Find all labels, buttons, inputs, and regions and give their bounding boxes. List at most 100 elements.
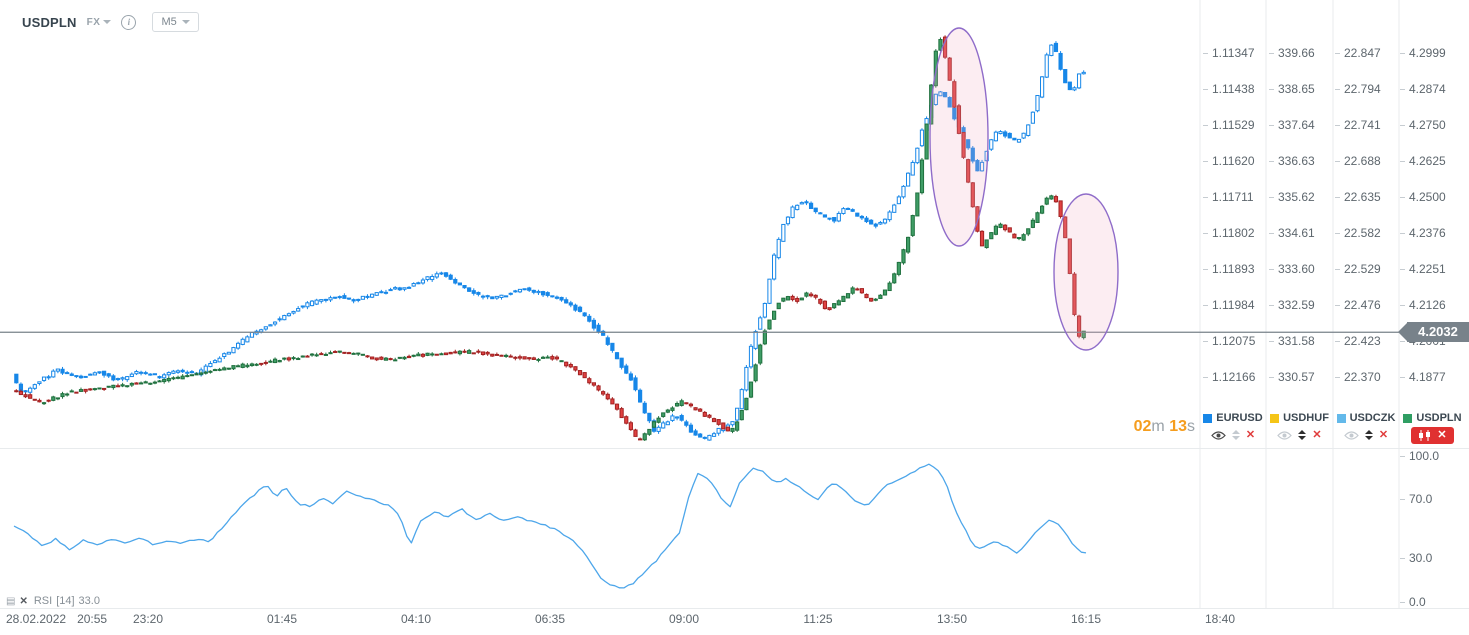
price-tick-usdczk: 22.423 [1335, 334, 1381, 348]
price-tick-eurusd: 1.11438 [1203, 82, 1255, 96]
price-tick-usdczk: 22.370 [1335, 370, 1381, 384]
price-tick-usdhuf: 334.61 [1269, 226, 1315, 240]
axis-date: 28.02.2022 [6, 612, 67, 626]
market-label: FX [86, 16, 101, 28]
legend-item-usdczk: USDCZK ✕ [1333, 411, 1399, 443]
timer-minutes: 02 [1133, 418, 1152, 435]
info-icon[interactable]: i [121, 14, 137, 30]
time-label: 09:00 [668, 612, 700, 626]
rsi-tick: 0.0 [1400, 595, 1426, 609]
price-tick-usdhuf: 331.58 [1269, 334, 1315, 348]
timer-seconds: 13 [1169, 418, 1187, 435]
price-tick-usdhuf: 330.57 [1269, 370, 1315, 384]
time-label: 13:50 [936, 612, 968, 626]
price-tick-eurusd: 1.11893 [1203, 262, 1255, 276]
price-tick-usdczk: 22.847 [1335, 46, 1381, 60]
active-series-badge: ✕ [1411, 426, 1454, 444]
series-color-swatch [1270, 413, 1280, 423]
rsi-tick: 100.0 [1400, 449, 1439, 463]
market-selector[interactable]: FX [87, 17, 112, 28]
instrument-symbol: USDPLN [22, 14, 77, 30]
series-label: USDCZK [1349, 412, 1396, 424]
indicator-close-icon[interactable]: ✕ [19, 595, 28, 607]
price-tick-eurusd: 1.11347 [1203, 46, 1255, 60]
price-tag-arrow-icon [1398, 322, 1408, 343]
price-tick-usdhuf: 339.66 [1269, 46, 1315, 60]
price-tick-usdhuf: 335.62 [1269, 190, 1315, 204]
price-tick-usdhuf: 336.63 [1269, 154, 1315, 168]
rsi-tick: 70.0 [1400, 492, 1432, 506]
axis-time: 20:55 [77, 612, 108, 626]
remove-series-icon[interactable]: ✕ [1378, 428, 1389, 441]
chevron-down-icon [103, 20, 112, 24]
price-tick-usdhuf: 337.64 [1269, 118, 1315, 132]
indicator-period: [14] [56, 595, 75, 607]
visibility-eye-icon-off[interactable] [1344, 430, 1359, 441]
price-tick-eurusd: 1.11711 [1203, 190, 1254, 204]
scale-up-down-icon[interactable] [1231, 430, 1240, 440]
price-tick-usdpln: 4.2126 [1400, 298, 1446, 312]
price-tick-usdczk: 22.582 [1335, 226, 1381, 240]
price-tick-usdpln: 4.2750 [1400, 118, 1446, 132]
legend-item-usdhuf: USDHUF ✕ [1267, 411, 1333, 443]
instrument-header: USDPLN FX i M5 [22, 12, 199, 32]
price-tick-eurusd: 1.12075 [1203, 334, 1255, 348]
timeframe-selector[interactable]: M5 [152, 12, 199, 32]
visibility-eye-icon-on[interactable] [1211, 430, 1226, 441]
price-tick-eurusd: 1.11620 [1203, 154, 1255, 168]
series-label: USDPLN [1416, 412, 1462, 424]
candlestick-icon [1419, 429, 1431, 441]
indicator-value: 33.0 [78, 595, 100, 607]
remove-series-icon[interactable]: ✕ [1437, 428, 1447, 441]
time-label: 18:40 [1204, 612, 1236, 626]
indicator-name: RSI [33, 595, 53, 607]
indicator-settings-icon[interactable]: ▤ [6, 595, 16, 607]
price-tick-usdhuf: 338.65 [1269, 82, 1315, 96]
chevron-down-icon [181, 20, 190, 24]
indicator-row: ▤ ✕ RSI [14] 33.0 [6, 595, 100, 607]
price-tick-usdczk: 22.794 [1335, 82, 1381, 96]
price-tick-usdhuf: 333.60 [1269, 262, 1315, 276]
price-tick-usdpln: 4.2874 [1400, 82, 1446, 96]
price-tick-usdpln: 4.2376 [1400, 226, 1446, 240]
price-tick-eurusd: 1.11984 [1203, 298, 1255, 312]
time-label: 06:35 [534, 612, 566, 626]
series-label: EURUSD [1216, 412, 1263, 424]
time-axis-first-label: 28.02.2022 20:55 [6, 612, 107, 626]
price-tick-usdczk: 22.529 [1335, 262, 1381, 276]
series-color-swatch [1403, 413, 1413, 423]
price-tick-usdczk: 22.476 [1335, 298, 1381, 312]
price-tick-usdczk: 22.741 [1335, 118, 1381, 132]
current-price-tag: 4.2032 [1398, 322, 1469, 343]
time-label: 23:20 [132, 612, 164, 626]
price-tick-usdpln: 4.2251 [1400, 262, 1446, 276]
time-label: 01:45 [266, 612, 298, 626]
price-tick-usdczk: 22.688 [1335, 154, 1381, 168]
price-tick-eurusd: 1.11802 [1203, 226, 1255, 240]
price-tick-usdhuf: 332.59 [1269, 298, 1315, 312]
price-tick-usdpln: 4.2500 [1400, 190, 1446, 204]
rsi-tick: 30.0 [1400, 551, 1432, 565]
price-tick-usdpln: 4.2999 [1400, 46, 1446, 60]
price-tick-eurusd: 1.11529 [1203, 118, 1255, 132]
remove-series-icon[interactable]: ✕ [1312, 428, 1322, 441]
scale-up-down-icon[interactable] [1298, 430, 1307, 440]
series-color-swatch [1336, 413, 1346, 423]
price-tick-usdczk: 22.635 [1335, 190, 1381, 204]
series-color-swatch [1203, 413, 1213, 423]
scale-up-down-icon[interactable] [1364, 430, 1373, 440]
time-label: 04:10 [400, 612, 432, 626]
price-tick-usdpln: 4.1877 [1400, 370, 1446, 384]
candle-countdown-timer: 02m 13s [1100, 418, 1195, 436]
series-label: USDHUF [1283, 412, 1329, 424]
visibility-eye-icon-off[interactable] [1277, 430, 1293, 441]
legend-item-usdpln: USDPLN ✕ [1400, 411, 1466, 444]
timer-seconds-unit: s [1187, 418, 1195, 435]
timeframe-label: M5 [161, 16, 177, 28]
price-tick-eurusd: 1.12166 [1203, 370, 1255, 384]
remove-series-icon[interactable]: ✕ [1245, 428, 1256, 441]
price-tick-usdpln: 4.2625 [1400, 154, 1446, 168]
timer-minutes-unit: m [1151, 418, 1165, 435]
